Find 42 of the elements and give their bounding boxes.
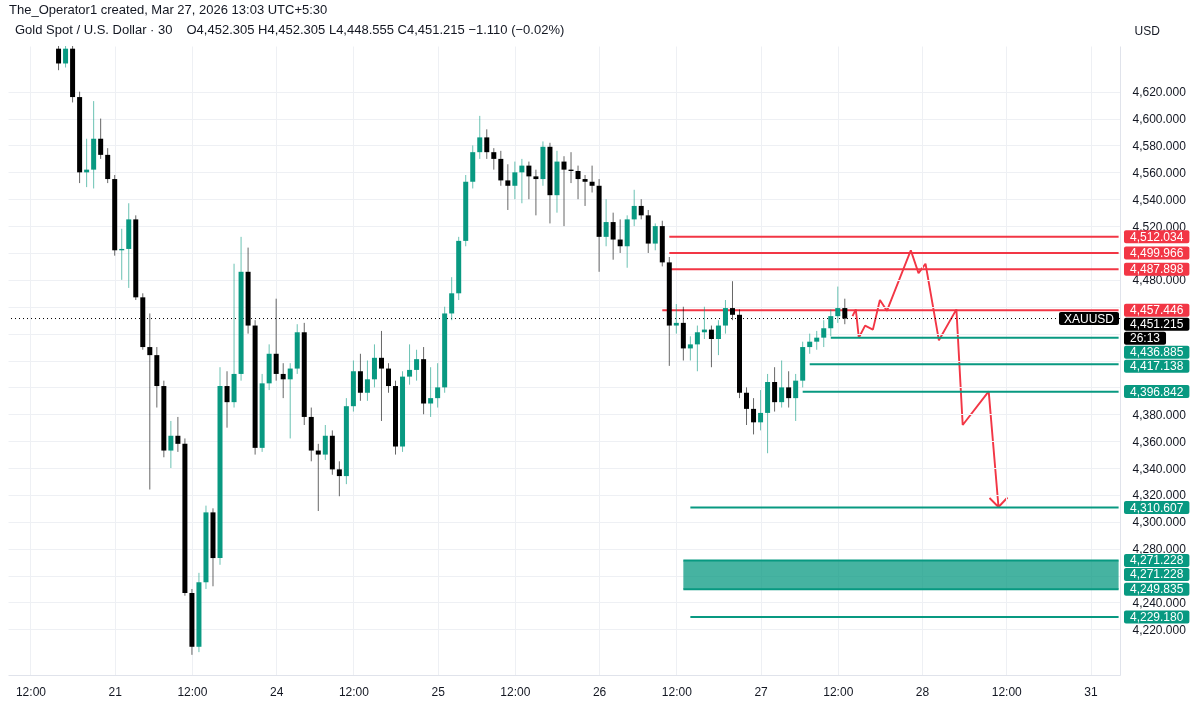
x-tick-label: 12:00 [177,684,208,699]
y-tick-label: 4,300.000 [1132,515,1187,530]
y-tick-label: 4,620.000 [1132,85,1187,100]
y-tick-label: 4,600.000 [1132,112,1187,127]
x-tick-label: 24 [269,684,284,699]
y-tick-label: 4,360.000 [1132,434,1187,449]
y-tick-label: 4,220.000 [1132,622,1187,637]
text: 26:13 [1130,331,1161,346]
chart-title: Gold Spot / U.S. Dollar · 30 [15,22,173,37]
data-label: 4,436.885 [1130,345,1184,360]
y-tick-label: 4,340.000 [1132,461,1187,476]
data-label: 4,417.138 [1130,359,1184,374]
x-tick-label: 26 [592,684,607,699]
chart-subtitle: O4,452.305 H4,452.305 L4,448.555 C4,451.215 −1.110 (−0.02%) [186,22,565,37]
y-tick-label: 4,320.000 [1132,488,1187,503]
y-tick-label: 4,240.000 [1132,595,1187,610]
x-tick-label: 25 [431,684,446,699]
y-axis-title: USD [1134,23,1161,38]
x-tick-label: 12:00 [500,684,531,699]
y-tick-label: 4,580.000 [1132,138,1187,153]
y-tick-label: 4,540.000 [1132,192,1187,207]
ref-line-label: XAUUSD [1063,311,1115,326]
x-tick-label: 12:00 [991,684,1023,699]
x-tick-label: 12:00 [823,684,854,699]
x-tick-label: 28 [915,684,930,699]
x-tick-label: 12:00 [661,684,693,699]
text: The_Operator1 created, Mar 27, 2026 13:03 UTC+5:30 [9,2,328,17]
x-tick-label: 12:00 [338,684,370,699]
data-label: 4,249.835 [1130,582,1184,597]
text: 4,451.215 [1130,317,1184,332]
data-label: 4,310.607 [1130,500,1184,515]
x-tick-label: 27 [754,684,769,699]
data-label: 4,499.966 [1130,246,1184,261]
y-tick-label: 4,560.000 [1132,165,1187,180]
x-tick-label: 31 [1084,684,1099,699]
x-tick-label: 21 [108,684,123,699]
data-label: 4,396.842 [1130,384,1184,399]
data-label: 4,229.180 [1130,609,1184,624]
data-label: 4,271.228 [1130,567,1184,582]
data-label: 4,457.446 [1130,303,1184,318]
y-tick-label: 4,380.000 [1132,407,1187,422]
x-tick-label: 12:00 [15,684,47,699]
